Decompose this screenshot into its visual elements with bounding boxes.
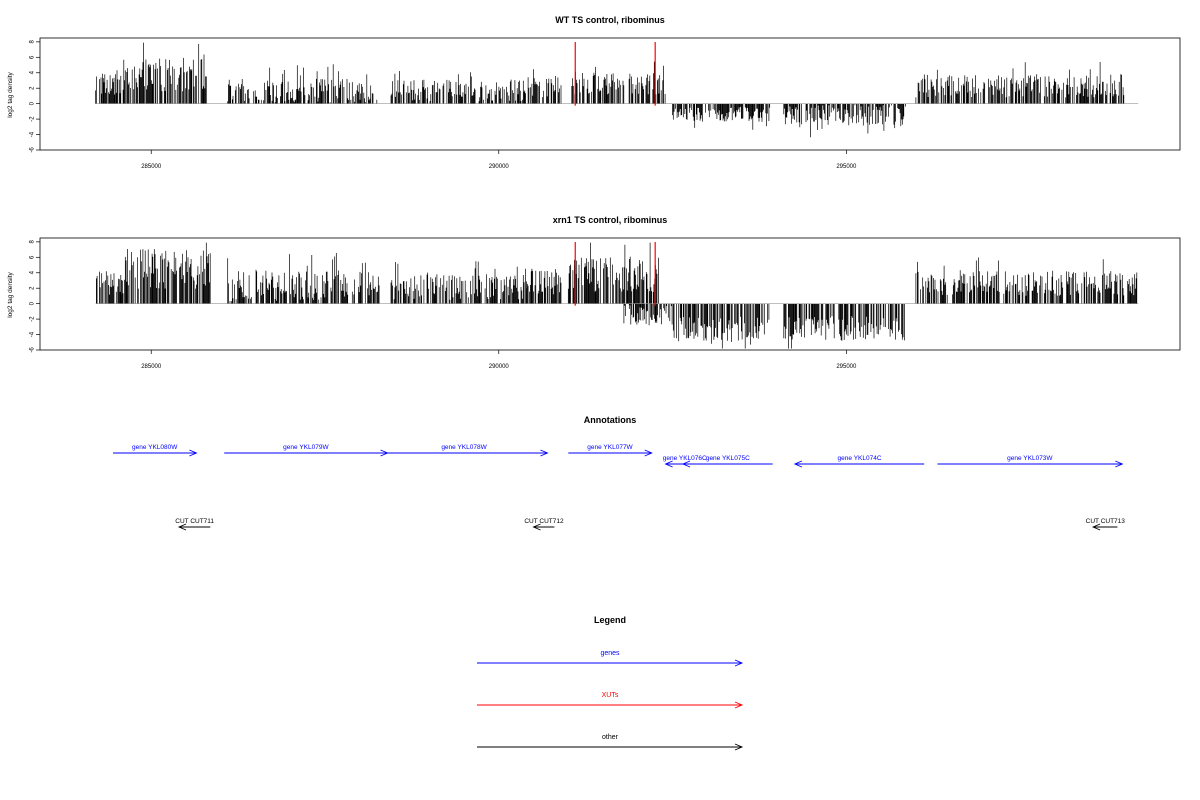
wt-density-bars: [95, 42, 1125, 138]
wt-xtick-label: 285000: [141, 164, 162, 170]
annotations-title: Annotations: [584, 415, 637, 425]
legend-label: other: [602, 734, 619, 741]
xrn1-ytick-label: 0: [30, 301, 36, 305]
xrn1-xtick-label: 295000: [836, 364, 857, 370]
feature-label: gene YKL075C: [706, 455, 750, 462]
xrn1-ytick-label: 4: [30, 270, 36, 274]
annotations-track: Annotations gene YKL080W gene YKL079W gene…: [112, 415, 1126, 531]
xrn1-density-series: [96, 242, 1138, 349]
feature-arrow-10: CUT CUT712: [524, 518, 564, 531]
xrn1-xut-markers: [574, 242, 656, 306]
xrn1-xtick-label: 290000: [489, 364, 510, 370]
feature-label: CUT CUT713: [1086, 518, 1126, 525]
feature-arrow-11: CUT CUT713: [1086, 518, 1126, 531]
xrn1-ytick-label: 8: [30, 240, 36, 244]
wt-ytick-label: -4: [30, 131, 36, 137]
wt-xut-markers: [574, 42, 656, 106]
xrn1-ytick-label: -6: [30, 347, 36, 353]
wt-ytick-label: -6: [30, 147, 36, 153]
wt-panel-title: WT TS control, ribominus: [555, 15, 665, 25]
legend-title: Legend: [594, 615, 626, 625]
xrn1-y-axis-label: log2 tag density: [7, 271, 14, 317]
xrn1-ytick-label: -2: [30, 316, 36, 322]
feature-arrow-8: gene YKL073W: [937, 455, 1124, 468]
feature-label: gene YKL078W: [441, 444, 487, 451]
feature-label: gene YKL073W: [1007, 455, 1053, 462]
wt-ytick-label: 4: [30, 70, 36, 74]
wt-axes: -6 -4 -2 0 2 4 6 8 285000 290000 295000: [30, 40, 857, 170]
legend-item-1: genes: [477, 650, 744, 667]
wt-ytick-label: -2: [30, 116, 36, 122]
feature-label: gene YKL079W: [283, 444, 329, 451]
legend-label: genes: [600, 650, 620, 657]
wt-ytick-label: 6: [30, 55, 36, 59]
xrn1-plot-frame: [39, 237, 1181, 351]
feature-label: gene YKL074C: [838, 455, 882, 462]
xrn1-panel-title: xrn1 TS control, ribominus: [553, 215, 668, 225]
legend-items: genes XUTs other: [477, 650, 744, 751]
legend-label: XUTs: [602, 692, 619, 699]
feature-arrows: gene YKL080W gene YKL079W gene YKL078W gene…: [112, 444, 1126, 531]
xrn1-ytick-label: -4: [30, 331, 36, 337]
feature-label: CUT CUT711: [175, 518, 214, 525]
feature-arrow-9: CUT CUT711: [175, 518, 214, 531]
wt-xtick-label: 295000: [836, 164, 857, 170]
wt-y-axis-label: log2 tag density: [7, 71, 14, 117]
wt-xtick-label: 290000: [489, 164, 510, 170]
feature-label: gene YKL076C: [663, 455, 707, 462]
wt-ytick-label: 2: [30, 86, 36, 90]
feature-arrow-1: gene YKL080W: [112, 444, 198, 457]
legend: Legend genes XUTs other: [477, 615, 744, 751]
wt-density-series: [95, 42, 1125, 138]
xrn1-ytick-label: 2: [30, 286, 36, 290]
feature-arrow-7: gene YKL074C: [793, 455, 925, 468]
feature-label: gene YKL080W: [132, 444, 178, 451]
legend-item-2: XUTs: [477, 692, 744, 709]
xrn1-axes: -6 -4 -2 0 2 4 6 8 285000 290000 295000: [30, 240, 857, 370]
legend-item-3: other: [477, 734, 744, 751]
feature-label: gene YKL077W: [587, 444, 633, 451]
xrn1-xtick-label: 285000: [141, 364, 162, 370]
feature-label: CUT CUT712: [524, 518, 564, 525]
xrn1-density-bars: [96, 242, 1138, 349]
wt-ytick-label: 0: [30, 101, 36, 105]
feature-arrow-4: gene YKL077W: [568, 444, 653, 457]
xrn1-density-panel: xrn1 TS control, ribominus log2 tag dens…: [7, 215, 1181, 370]
wt-plot-frame: [39, 37, 1181, 151]
xrn1-ytick-label: 6: [30, 255, 36, 259]
feature-arrow-6: gene YKL075C: [681, 455, 773, 468]
wt-density-panel: WT TS control, ribominus log2 tag densit…: [7, 15, 1181, 170]
feature-arrow-3: gene YKL078W: [380, 444, 549, 457]
wt-ytick-label: 8: [30, 40, 36, 44]
